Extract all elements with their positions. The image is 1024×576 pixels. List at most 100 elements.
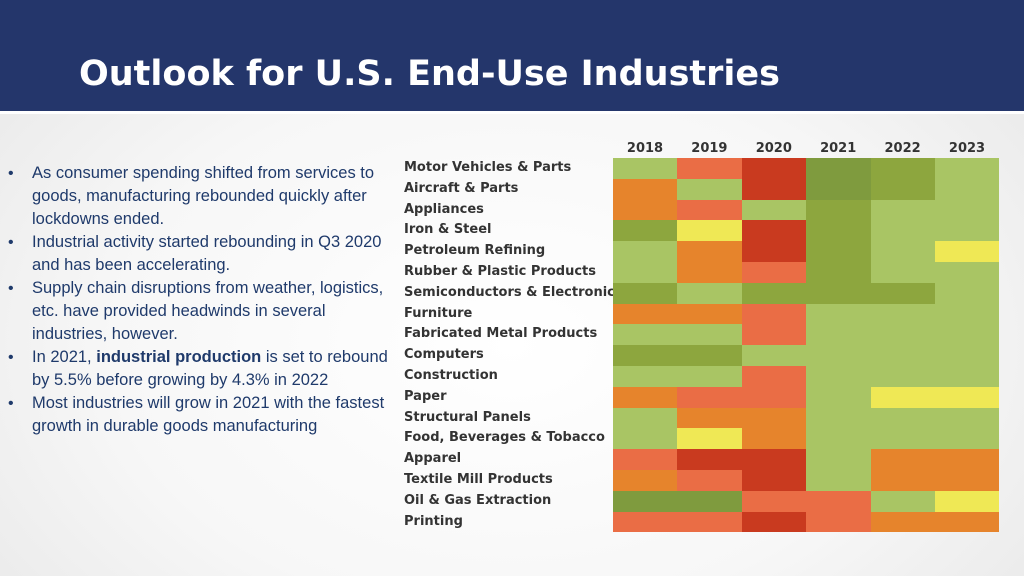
column-header-2019: 2019 [691, 141, 728, 156]
column-header-2021: 2021 [820, 141, 857, 156]
heatmap-cell [870, 449, 935, 470]
row-label: Structural Panels [404, 409, 531, 425]
heatmap-cell [806, 345, 871, 366]
heatmap-cell [806, 220, 871, 242]
heatmap-cell [613, 407, 678, 429]
heatmap-cell [806, 511, 871, 533]
heatmap-cell [806, 158, 871, 179]
row-label: Appliances [404, 201, 484, 217]
heatmap-cell [677, 241, 742, 262]
heatmap-cell [613, 220, 678, 242]
heatmap-cell [741, 324, 807, 346]
heatmap-cell [677, 303, 742, 325]
heatmap-cell [806, 199, 871, 221]
heatmap-cell [806, 407, 871, 429]
heatmap-cell [870, 366, 935, 387]
bullet-item: In 2021, industrial production is set to… [8, 346, 388, 392]
heatmap-cell [677, 220, 742, 242]
heatmap-cell [741, 199, 807, 221]
bullet-text: As consumer spending shifted from servic… [32, 164, 375, 228]
heatmap-cell [870, 262, 935, 283]
heatmap-cell [741, 490, 807, 512]
heatmap-cell [870, 407, 935, 429]
heatmap-cell [870, 511, 935, 533]
heatmap-cell [741, 282, 807, 304]
row-label: Petroleum Refining [404, 243, 546, 259]
row-label: Oil & Gas Extraction [404, 492, 552, 508]
heatmap-cell [677, 470, 742, 491]
heatmap-cell [677, 178, 742, 200]
heatmap-cell [935, 158, 1000, 179]
heatmap-cell [741, 178, 807, 200]
heatmap-cell [870, 324, 935, 346]
bullet-item: Industrial activity started rebounding i… [8, 231, 388, 277]
heatmap-cell [935, 262, 1000, 283]
heatmap-cell [677, 490, 742, 512]
heatmap-cell [677, 262, 742, 283]
heatmap-cell [870, 241, 935, 262]
row-label: Fabricated Metal Products [404, 326, 598, 342]
heatmap-cell [806, 324, 871, 346]
heatmap-cell [935, 470, 1000, 491]
heatmap-cell [935, 324, 1000, 346]
row-label: Construction [404, 368, 498, 383]
bullet-text: Supply chain disruptions from weather, l… [32, 279, 384, 343]
heatmap-cell [677, 199, 742, 221]
heatmap-cell [613, 199, 678, 221]
heatmap-cell [806, 428, 871, 450]
heatmap-cell [677, 511, 742, 533]
title-divider [0, 111, 1024, 114]
row-label: Apparel [404, 451, 462, 467]
heatmap-cell [870, 303, 935, 325]
heatmap-cell [935, 449, 1000, 470]
heatmap-cell [613, 345, 678, 366]
heatmap-cell [870, 386, 935, 408]
bullet-text: Industrial activity started rebounding i… [32, 233, 382, 274]
heatmap-cell [935, 366, 1000, 387]
column-header-2018: 2018 [626, 141, 664, 156]
heatmap-cell [806, 366, 871, 387]
heatmap-cell [741, 158, 807, 179]
heatmap-cell [613, 366, 678, 387]
heatmap-cell [677, 282, 742, 304]
row-label: Motor Vehicles & Parts [404, 160, 572, 175]
heatmap-cell [935, 303, 1000, 325]
heatmap-cell [741, 345, 807, 366]
heatmap-cell [613, 490, 678, 512]
bullet-text: is set to rebound by 5.5% before growing… [32, 348, 388, 389]
heatmap-cell [613, 262, 678, 283]
heatmap-cell [677, 407, 742, 429]
row-label: Semiconductors & Electronics [404, 284, 623, 300]
row-label: Iron & Steel [404, 222, 492, 238]
bullet-list: As consumer spending shifted from servic… [8, 162, 388, 438]
heatmap-cell [741, 428, 807, 450]
heatmap-cell [613, 386, 678, 408]
heatmap-cell [613, 511, 678, 533]
heatmap-cell [613, 449, 678, 470]
row-label: Food, Beverages & Tobacco [404, 430, 605, 446]
heatmap-cell [806, 178, 871, 200]
heatmap-cell [806, 241, 871, 262]
heatmap-cell [935, 220, 1000, 242]
bullet-item: As consumer spending shifted from servic… [8, 162, 388, 231]
heatmap-cell [677, 158, 742, 179]
heatmap-cell [741, 366, 807, 387]
heatmap-cell [741, 511, 807, 533]
column-header-2020: 2020 [755, 141, 792, 156]
heatmap-cell [741, 220, 807, 242]
heatmap-cell [870, 282, 935, 304]
heatmap-cell [613, 282, 678, 304]
heatmap-cell [741, 386, 807, 408]
heatmap-cell [613, 303, 678, 325]
heatmap-cell [870, 490, 935, 512]
bullet-item: Supply chain disruptions from weather, l… [8, 277, 388, 346]
heatmap-cell [677, 449, 742, 470]
heatmap-cell [870, 470, 935, 491]
row-label: Aircraft & Parts [404, 180, 519, 196]
heatmap-cell [935, 490, 1000, 512]
row-label: Paper [404, 388, 447, 404]
heatmap-cell [935, 178, 1000, 200]
row-label: Computers [404, 347, 484, 363]
slide-title: Outlook for U.S. End-Use Industries [79, 54, 780, 94]
heatmap-cell [677, 428, 742, 450]
